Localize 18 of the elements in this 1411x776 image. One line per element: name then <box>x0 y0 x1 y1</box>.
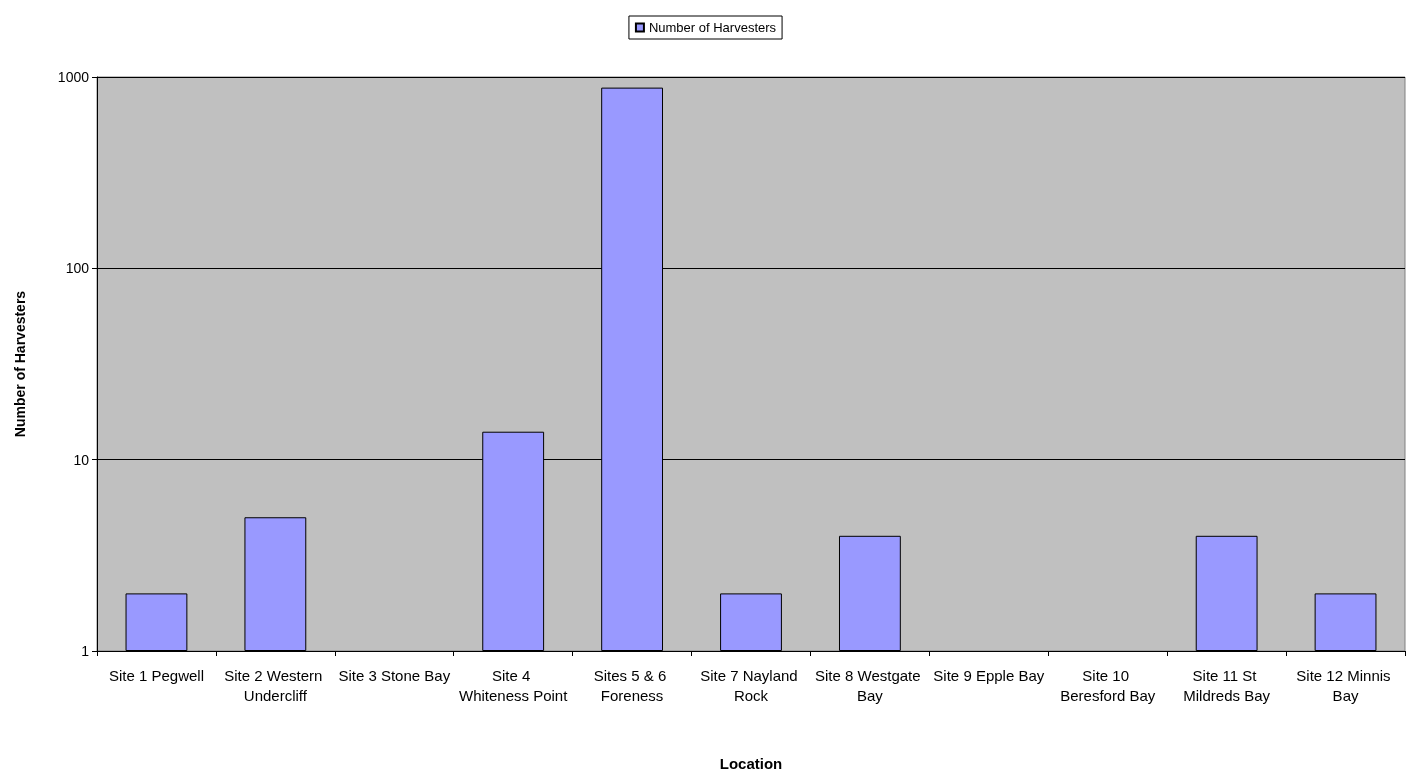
x-tick-label: Site 12 Minnis Bay <box>1296 666 1395 704</box>
x-tick-label: Site 8 Westgate Bay <box>815 666 925 704</box>
y-tick-label: 1 <box>81 643 90 659</box>
x-tick-label: Site 10 Beresford Bay <box>1060 666 1156 704</box>
x-axis-title: Location <box>719 755 783 772</box>
x-tick-label: Site 1 Pegwell <box>108 666 204 684</box>
x-tick-label: Sites 5 & 6 Foreness <box>593 666 671 704</box>
x-tick-label: Site 2 Western Undercliff <box>224 666 327 704</box>
x-tick-label: Site 9 Epple Bay <box>933 666 1045 684</box>
y-axis-title: Number of Harvesters <box>12 290 28 438</box>
y-tick-label: 100 <box>65 260 90 277</box>
x-tick-label: Site 7 Nayland Rock <box>700 666 802 704</box>
x-tick-label: Site 4 Whiteness Point <box>458 666 569 704</box>
x-tick-label: Site 3 Stone Bay <box>338 666 451 684</box>
x-tick-label: Site 11 St Mildreds Bay <box>1183 666 1271 704</box>
y-tick-label: 10 <box>73 451 90 468</box>
y-tick-label: 1000 <box>57 69 90 85</box>
legend-label: Number of Harvesters <box>648 20 777 35</box>
